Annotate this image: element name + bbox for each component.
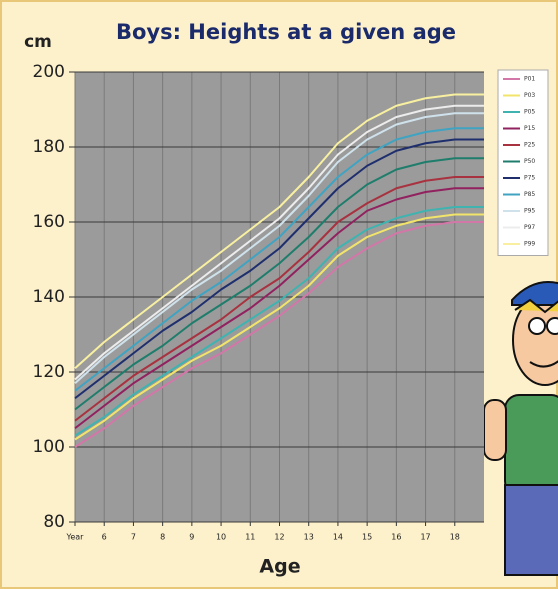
legend-label: P50 (524, 158, 535, 165)
legend-label: P05 (524, 109, 535, 116)
y-tick-label: 100 (33, 437, 65, 457)
y-tick-label: 160 (33, 212, 65, 232)
chart-title: Boys: Heights at a given age (116, 20, 456, 44)
x-tick-label: 10 (216, 533, 226, 542)
x-tick-label: 12 (274, 533, 284, 542)
legend-label: P03 (524, 92, 535, 99)
legend-label: P25 (524, 142, 535, 149)
y-tick-label: 200 (33, 62, 65, 82)
y-tick-label: 180 (33, 137, 65, 157)
x-tick-label: 18 (450, 533, 460, 542)
x-tick-label: 9 (189, 533, 194, 542)
x-tick-label: 8 (160, 533, 165, 542)
x-tick-label: Year (66, 533, 85, 542)
x-tick-label: 17 (420, 533, 430, 542)
y-tick-label: 140 (33, 287, 65, 307)
legend-label: P99 (524, 241, 535, 248)
legend-label: P97 (524, 224, 535, 231)
x-tick-label: 11 (245, 533, 255, 542)
x-tick-label: 16 (391, 533, 401, 542)
x-axis-label: Age (259, 556, 300, 578)
y-tick-label: 80 (43, 512, 65, 532)
legend-label: P85 (524, 191, 535, 198)
y-axis-label: cm (24, 32, 52, 52)
x-tick-label: 15 (362, 533, 372, 542)
x-tick-label: 14 (333, 533, 343, 542)
legend-label: P01 (524, 76, 535, 83)
chart: Boys: Heights at a given age cm Age Year… (0, 0, 558, 589)
x-tick-label: 13 (304, 533, 314, 542)
legend-label: P15 (524, 125, 535, 132)
y-tick-label: 120 (33, 362, 65, 382)
x-tick-label: 7 (131, 533, 136, 542)
legend-label: P95 (524, 208, 535, 215)
x-tick-label: 6 (102, 533, 107, 542)
legend-label: P75 (524, 175, 535, 182)
